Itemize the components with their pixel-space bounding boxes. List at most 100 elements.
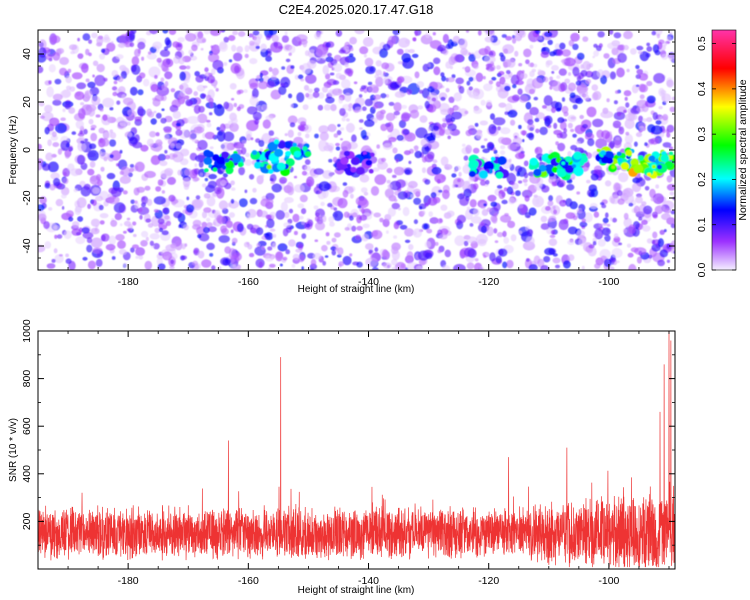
- spectrogram-cell: [149, 131, 157, 138]
- spectrogram-cell: [335, 30, 343, 37]
- spectrogram-cell: [627, 252, 634, 258]
- spectrogram-cell: [623, 193, 635, 204]
- spectrogram-cell: [671, 96, 675, 101]
- spectrogram-cell: [669, 191, 675, 196]
- spectrogram-cell: [197, 233, 202, 239]
- spectrogram-cell: [65, 75, 72, 84]
- spectrogram-cell: [668, 146, 674, 150]
- spectrogram-cell: [408, 49, 415, 54]
- spectrogram-cell: [567, 114, 577, 122]
- spectrogram-cell: [117, 240, 126, 249]
- spectrogram-cell: [404, 169, 411, 175]
- spectrogram-cell: [581, 218, 586, 223]
- spectrogram-cell: [427, 63, 431, 68]
- spectrogram-cell: [137, 106, 144, 116]
- spectrogram-cell: [338, 49, 346, 54]
- spectrogram-cell: [99, 152, 111, 160]
- spectrogram-cell: [502, 261, 508, 269]
- spectrogram-cell: [412, 228, 422, 238]
- spectrogram-cell: [349, 36, 357, 45]
- spectrogram-cell: [252, 30, 260, 36]
- spectrogram-cell: [154, 227, 161, 234]
- spectrogram-cell: [419, 115, 428, 123]
- spectrogram-hotspot: [221, 151, 229, 159]
- spectrogram-cell: [364, 119, 375, 127]
- spectrogram-cell: [523, 48, 532, 58]
- spectrogram-cell: [278, 86, 287, 95]
- spectrogram-cell: [291, 263, 296, 268]
- spectrogram-cell: [230, 63, 242, 74]
- spectrogram-cell: [527, 62, 535, 67]
- spectrogram-cell: [356, 261, 363, 268]
- spectrogram-cell: [624, 96, 628, 101]
- spectrogram-cell: [192, 219, 202, 227]
- spectrogram-cell: [657, 259, 665, 267]
- spectrogram-cell: [658, 106, 663, 110]
- spectrogram-cell: [212, 59, 224, 71]
- spectrogram-cell: [207, 75, 216, 84]
- spectrogram-cell: [540, 223, 550, 230]
- spectrogram-cell: [90, 237, 103, 248]
- spectrogram-cell: [624, 118, 635, 130]
- spectrogram-cell: [273, 234, 276, 238]
- spectrogram-cell: [170, 142, 175, 149]
- spectrogram-cell: [500, 54, 506, 62]
- spectrogram-cell: [129, 164, 135, 168]
- spectrogram-cell: [298, 41, 302, 46]
- spectrogram-hotspot: [596, 148, 601, 153]
- spectrogram-cell: [52, 52, 61, 61]
- spectrogram-cell: [262, 119, 271, 129]
- spectrogram-cell: [669, 168, 675, 178]
- spectrogram-cell: [365, 243, 374, 250]
- spectrogram-cell: [611, 247, 623, 259]
- spectrogram-cell: [415, 265, 423, 270]
- spectrogram-cell: [507, 109, 518, 118]
- spectrogram-cell: [141, 230, 149, 238]
- spectrogram-cell: [360, 187, 368, 193]
- spectrogram-cell: [244, 53, 249, 59]
- spectrogram-cell: [349, 47, 354, 52]
- spectrogram-cell: [193, 177, 200, 182]
- spectrogram-cell: [89, 143, 97, 150]
- spectrogram-cell: [561, 105, 569, 114]
- spectrogram-cell: [259, 210, 268, 218]
- spectrogram-cell: [474, 258, 479, 262]
- spectrogram-cell: [393, 102, 402, 112]
- spectrogram-cell: [48, 80, 52, 85]
- spectrogram-cell: [501, 199, 508, 205]
- spectrogram-cell: [230, 263, 237, 270]
- spectrogram-cell: [284, 197, 294, 204]
- spectrogram-cell: [312, 252, 322, 260]
- spectrogram-cell: [334, 232, 341, 238]
- spectrogram-cell: [625, 102, 630, 108]
- spectrogram-cell: [317, 104, 324, 111]
- spectrogram-cell: [315, 212, 320, 217]
- spectrogram-cell: [333, 207, 338, 211]
- spectrogram-cell: [302, 104, 309, 110]
- spectrogram-cell: [478, 221, 485, 227]
- spectrogram-cell: [503, 48, 509, 54]
- spectrogram-cell: [363, 53, 367, 58]
- spectrogram-cell: [148, 66, 161, 78]
- spectrogram-cell: [376, 144, 381, 149]
- spectrogram-cell: [99, 213, 109, 219]
- spectrogram-cell: [228, 35, 236, 41]
- spectrogram-cell: [94, 74, 106, 87]
- spectrogram-cell: [147, 51, 152, 55]
- spectrogram-cell: [255, 45, 260, 50]
- spectrogram-cell: [96, 174, 102, 181]
- spectrogram-cell: [483, 203, 487, 207]
- spectrogram-cell: [552, 253, 558, 257]
- spectrogram-cell: [383, 71, 386, 75]
- spectrogram-cell: [238, 166, 246, 176]
- spectrogram-cell: [375, 76, 384, 87]
- spectrogram-cell: [332, 80, 340, 85]
- spectrogram-cell: [209, 30, 221, 36]
- spectrogram-cell: [483, 83, 493, 92]
- spectrogram-cell: [651, 243, 661, 252]
- spectrogram-cell: [202, 132, 207, 139]
- spectrogram-cell: [303, 84, 310, 91]
- spectrogram-cell: [252, 88, 259, 99]
- spectrogram-hotspot: [285, 150, 292, 157]
